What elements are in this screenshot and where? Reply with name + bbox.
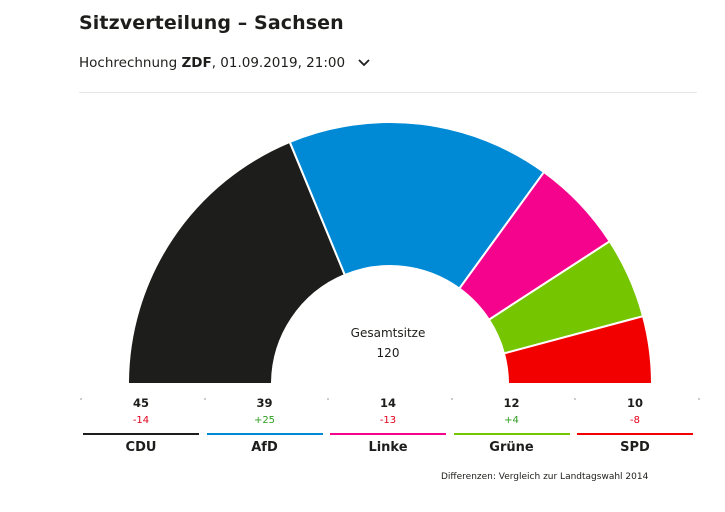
party-seat-difference: -13 <box>379 415 397 426</box>
party-name: SPD <box>620 440 650 455</box>
column-separator-dot <box>697 398 700 400</box>
party-seats: 12 <box>503 396 520 410</box>
party-seats: 10 <box>626 396 643 410</box>
party-color-bar <box>206 433 323 435</box>
party-seat-difference: +25 <box>253 415 276 426</box>
footnote: Differenzen: Vergleich zur Landtagswahl … <box>441 472 649 482</box>
party-column-grüne[interactable]: 12 +4 Grüne <box>453 396 570 455</box>
party-name: Grüne <box>489 440 534 455</box>
party-seat-difference: -14 <box>132 415 150 426</box>
party-column-linke[interactable]: 14 -13 Linke <box>330 396 446 455</box>
party-seat-difference: -8 <box>630 415 640 426</box>
party-column-cdu[interactable]: 45 -14 CDU <box>83 396 199 455</box>
header-divider <box>79 92 697 93</box>
party-color-bar <box>577 433 693 435</box>
column-separator-dot <box>80 398 82 400</box>
projection-time: , 01.09.2019, 21:00 <box>211 55 346 71</box>
column-separator-dot <box>203 398 206 400</box>
party-seat-difference: +4 <box>504 415 519 426</box>
party-color-bar <box>453 433 570 435</box>
party-column-spd[interactable]: 10 -8 SPD <box>577 396 693 455</box>
projection-source: ZDF <box>181 55 212 71</box>
projection-selector[interactable]: Hochrechnung ZDF , 01.09.2019, 21:00 <box>79 55 371 71</box>
party-name: CDU <box>125 440 157 455</box>
projection-label: Hochrechnung <box>79 55 182 71</box>
chart-title: Sitzverteilung – Sachsen <box>79 12 344 34</box>
party-column-afd[interactable]: 39 +25 AfD <box>206 396 323 455</box>
party-color-bar <box>83 433 199 435</box>
chevron-down-icon[interactable] <box>357 58 371 68</box>
party-color-bar <box>330 433 446 435</box>
column-separator-dot <box>327 398 329 400</box>
party-seats: 39 <box>256 396 273 410</box>
party-seats: 45 <box>132 396 149 410</box>
seat-segment-afd[interactable] <box>288 121 546 290</box>
total-seats-value: 120 <box>376 346 400 360</box>
column-separator-dot <box>574 398 576 400</box>
total-seats-label: Gesamtsitze <box>350 326 426 340</box>
seat-segment-cdu[interactable] <box>126 140 347 385</box>
party-name: Linke <box>368 440 408 455</box>
seat-segment-spd[interactable] <box>502 314 654 385</box>
column-separator-dot <box>450 398 453 400</box>
party-name: AfD <box>251 440 278 455</box>
party-seats: 14 <box>379 396 396 410</box>
